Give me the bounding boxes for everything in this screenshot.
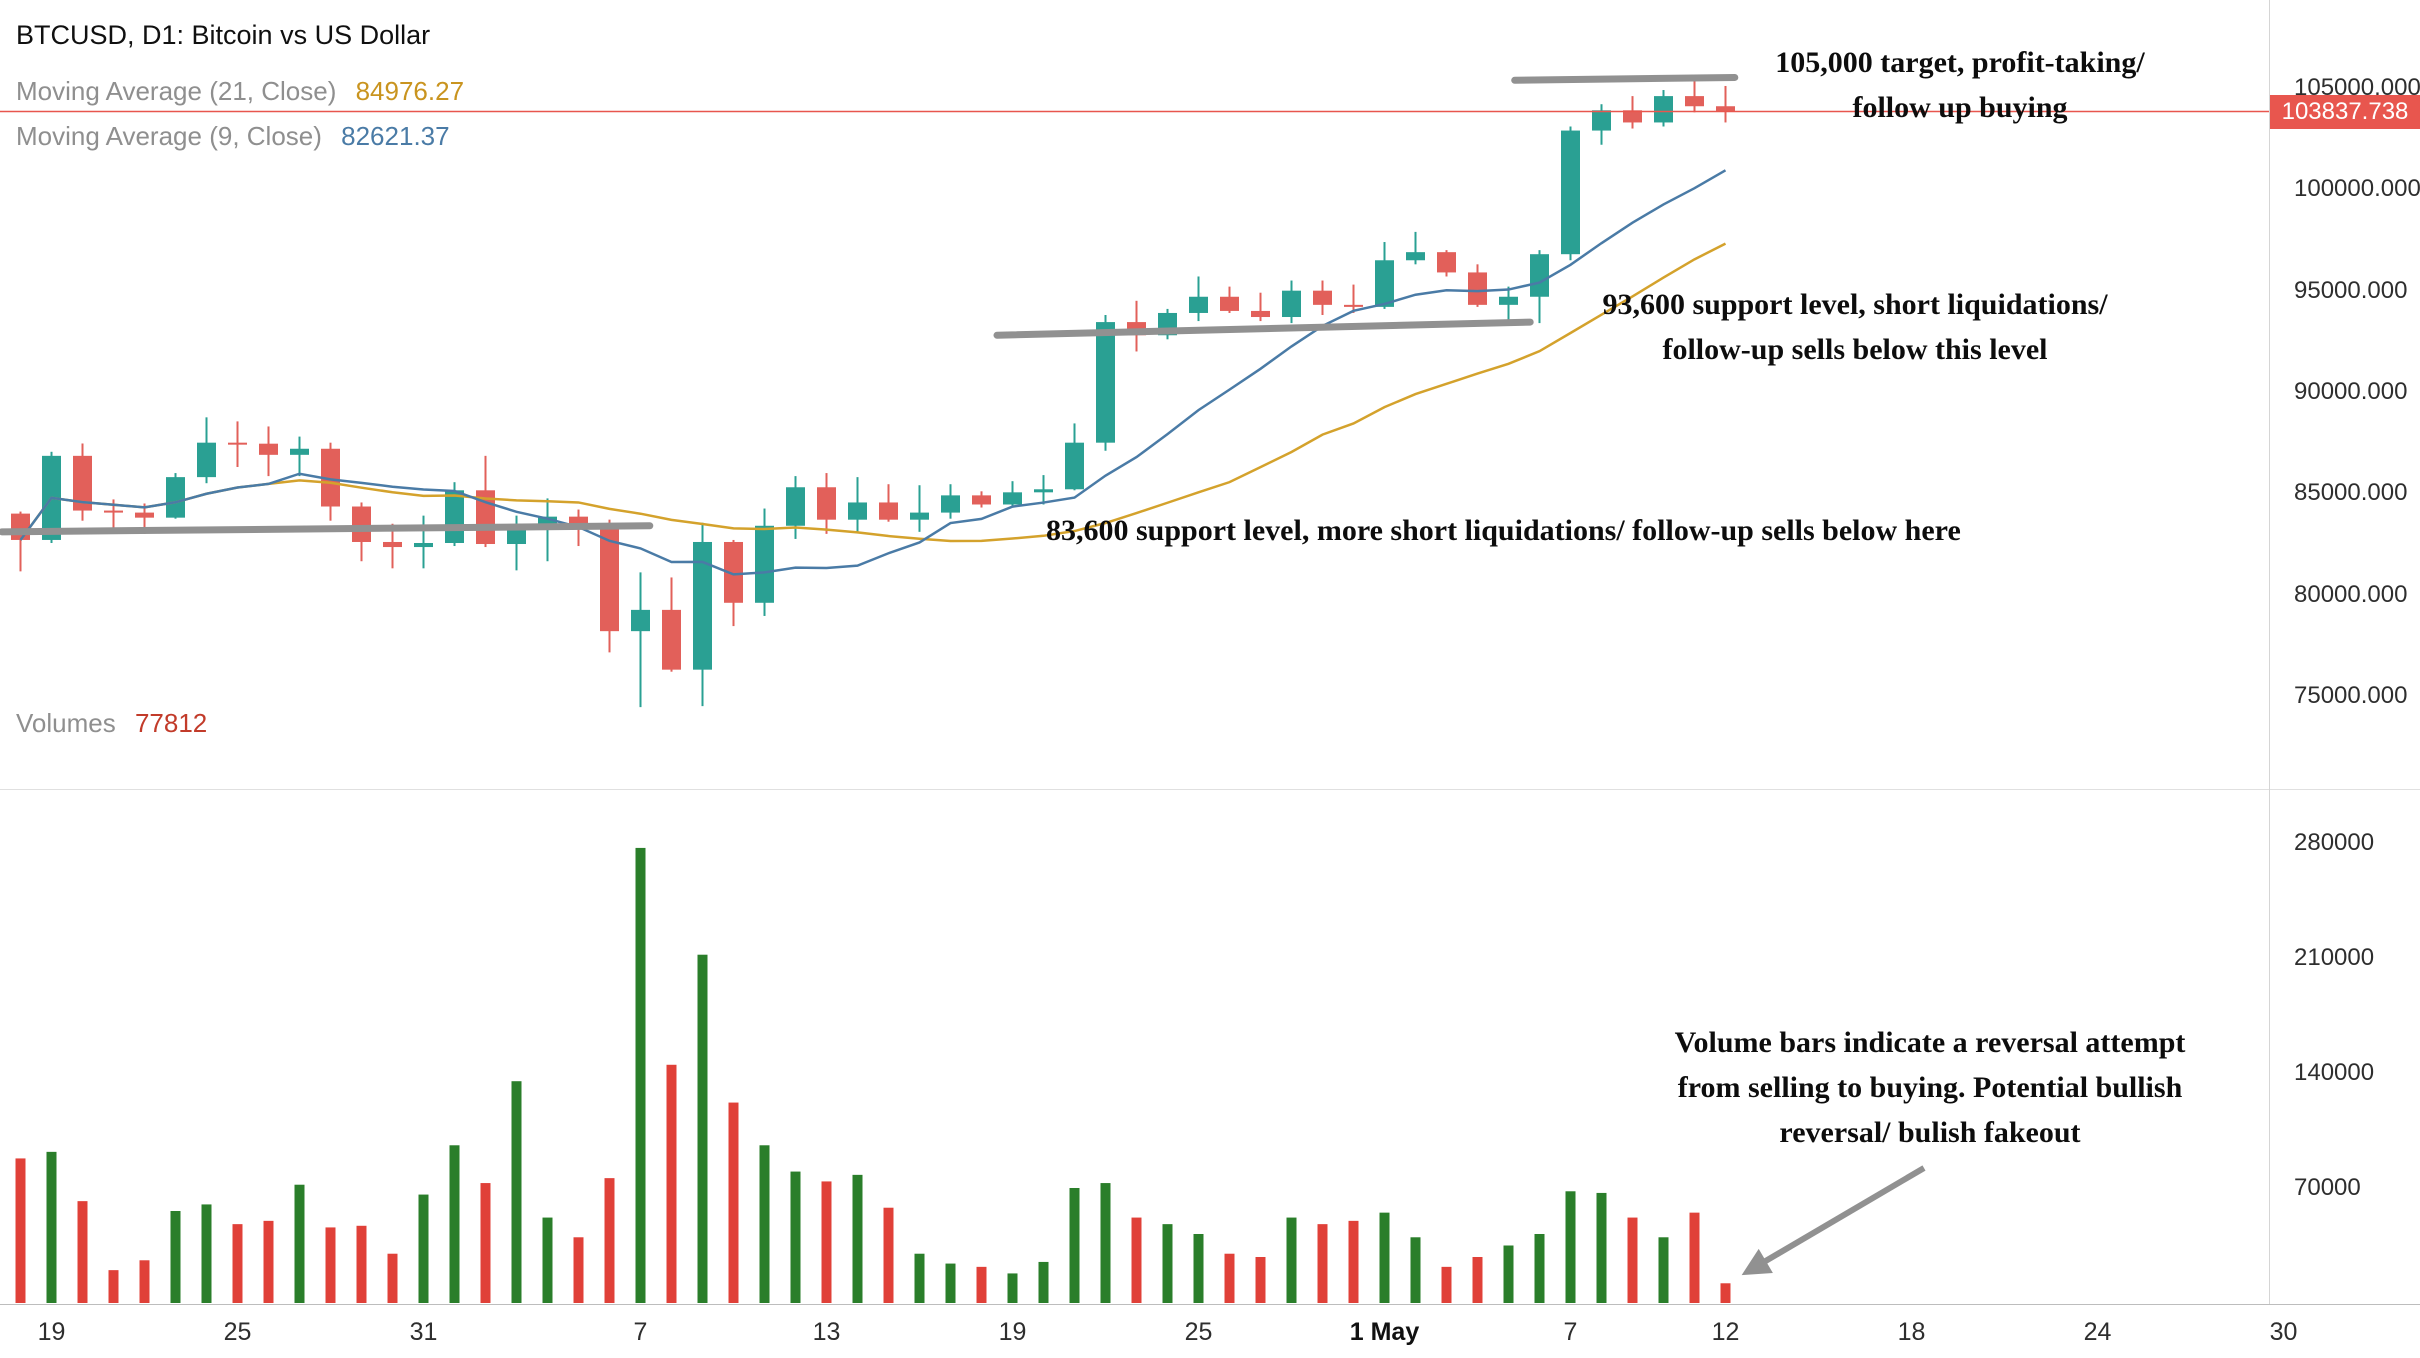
annotation-target-105000[interactable]: 105,000 target, profit-taking/ follow up… [1700,40,2220,130]
annotation-text-line: 93,600 support level, short liquidations… [1602,288,2108,321]
time-axis-label: 25 [1184,1318,1213,1346]
volume-axis-tick: 140000 [2294,1058,2375,1086]
current-price-badge: 103837.738 [2270,94,2420,129]
time-axis-label: 1 May [1349,1318,1420,1346]
annotation-text-line: 105,000 target, profit-taking/ [1775,46,2145,79]
time-axis-label: 30 [2269,1318,2298,1346]
annotation-text-line: follow up buying [1852,91,2068,124]
volume-axis-tick: 70000 [2294,1173,2361,1201]
volumes-legend-row[interactable]: Volumes 77812 [16,708,207,739]
price-axis-tick: 90000.000 [2294,378,2408,405]
volumes-legend-label: Volumes [16,708,116,738]
volumes-legend-value: 77812 [134,708,208,738]
annotation-text-line: Volume bars indicate a reversal attempt [1674,1026,2186,1059]
price-axis-tick: 75000.000 [2294,682,2408,709]
annotation-volume-note[interactable]: Volume bars indicate a reversal attempt … [1600,1020,2260,1155]
annotation-text-line: 83,600 support level, more short liquida… [1046,514,1961,547]
time-axis-label: 19 [998,1318,1027,1346]
time-axis-label: 12 [1711,1318,1740,1346]
ma9-legend-label: Moving Average (9, Close) [16,121,322,151]
ma9-legend-row[interactable]: Moving Average (9, Close) 82621.37 [16,121,450,152]
annotation-support-93600[interactable]: 93,600 support level, short liquidations… [1530,282,2180,372]
volume-axis-tick: 280000 [2294,828,2375,856]
time-axis-label: 18 [1897,1318,1926,1346]
time-axis-label: 7 [1563,1318,1578,1346]
time-axis-label: 25 [223,1318,252,1346]
price-axis-tick: 95000.000 [2294,276,2408,304]
time-axis-label: 19 [37,1318,66,1346]
volume-axis-tick: 210000 [2294,943,2375,971]
time-axis-label: 31 [409,1318,438,1346]
ma9-legend-value: 82621.37 [341,121,450,151]
ma21-legend-row[interactable]: Moving Average (21, Close) 84976.27 [16,76,464,107]
price-axis-tick: 80000.000 [2294,580,2408,608]
annotation-support-83600[interactable]: 83,600 support level, more short liquida… [1046,508,1961,553]
annotation-text-line: follow-up sells below this level [1662,333,2048,366]
annotation-text-line: reversal/ bulish fakeout [1779,1116,2081,1149]
annotation-text-line: from selling to buying. Potential bullis… [1677,1071,2183,1104]
price-axis-tick: 85000.000 [2294,479,2408,507]
time-axis[interactable]: 19 25 31 7 13 19 25 1 May 7 12 18 24 30 [0,1305,2420,1358]
symbol-title[interactable]: BTCUSD, D1: Bitcoin vs US Dollar [16,20,431,50]
ma21-legend-value: 84976.27 [355,76,465,106]
price-axis[interactable]: 105000.000 100000.000 95000.000 90000.000 85… [2269,0,2420,1304]
time-axis-label: 7 [633,1318,648,1346]
time-axis-label: 24 [2083,1318,2112,1346]
time-axis-label: 13 [812,1318,841,1346]
ma21-legend-label: Moving Average (21, Close) [16,76,337,106]
price-axis-tick: 100000.000 [2294,175,2420,203]
